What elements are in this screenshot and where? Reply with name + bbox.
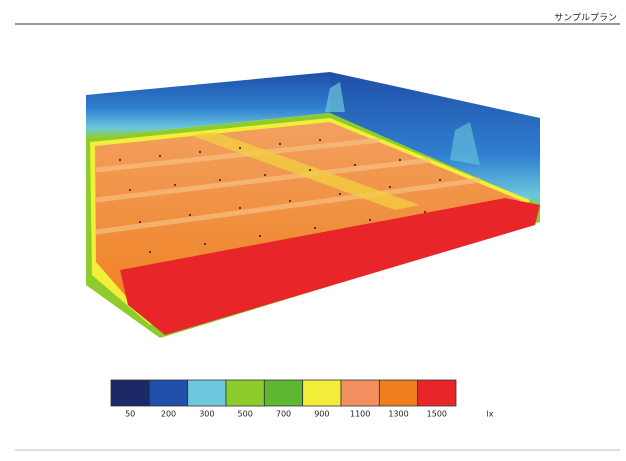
header-title: サンプルプラン: [554, 13, 617, 24]
legend-label: 900: [314, 410, 329, 419]
legend-label: 500: [238, 410, 253, 419]
legend-label: 1500: [427, 410, 447, 419]
legend-swatch: [225, 379, 265, 407]
legend-swatch: [148, 379, 189, 407]
legend-label: 1100: [350, 410, 370, 419]
legend-label: 700: [276, 410, 291, 419]
legend-swatch: [110, 379, 150, 407]
legend-swatch: [417, 379, 457, 407]
legend-label: 1300: [388, 410, 408, 419]
legend-swatch: [263, 379, 304, 407]
legend-label: 300: [199, 410, 214, 419]
legend-label: 50: [125, 410, 135, 419]
legend-swatch: [187, 379, 227, 407]
legend-swatch: [302, 379, 342, 407]
legend: 50 200 300 500 700 900 1100 1300 1500 lx: [110, 379, 494, 419]
legend-swatch: [340, 379, 380, 407]
legend-swatch: [378, 379, 419, 407]
legend-unit: lx: [487, 410, 494, 419]
legend-label: 200: [161, 410, 176, 419]
illuminance-render: [86, 72, 540, 338]
